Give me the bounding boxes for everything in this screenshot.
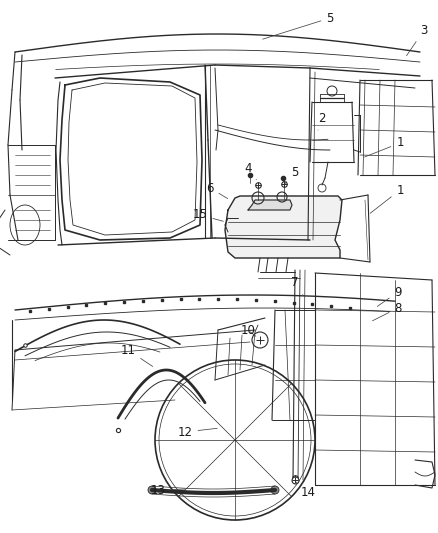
Text: 10: 10 [240, 324, 256, 336]
Text: 7: 7 [291, 277, 304, 296]
Text: 3: 3 [406, 23, 427, 56]
Text: 6: 6 [206, 182, 228, 199]
Text: 1: 1 [364, 136, 404, 157]
Circle shape [148, 486, 156, 494]
Text: 1: 1 [370, 183, 404, 213]
Text: 2: 2 [318, 111, 326, 130]
Polygon shape [248, 200, 292, 210]
Text: 5: 5 [263, 12, 334, 39]
Text: 4: 4 [244, 161, 256, 180]
Text: 12: 12 [177, 425, 217, 439]
Text: 9: 9 [377, 286, 402, 306]
Circle shape [271, 486, 279, 494]
Text: 5: 5 [285, 166, 299, 184]
Text: 13: 13 [151, 483, 185, 497]
Polygon shape [225, 196, 342, 258]
Text: 8: 8 [372, 302, 402, 321]
Text: 15: 15 [193, 208, 223, 222]
Text: 11: 11 [120, 343, 153, 367]
Text: 14: 14 [296, 482, 315, 498]
